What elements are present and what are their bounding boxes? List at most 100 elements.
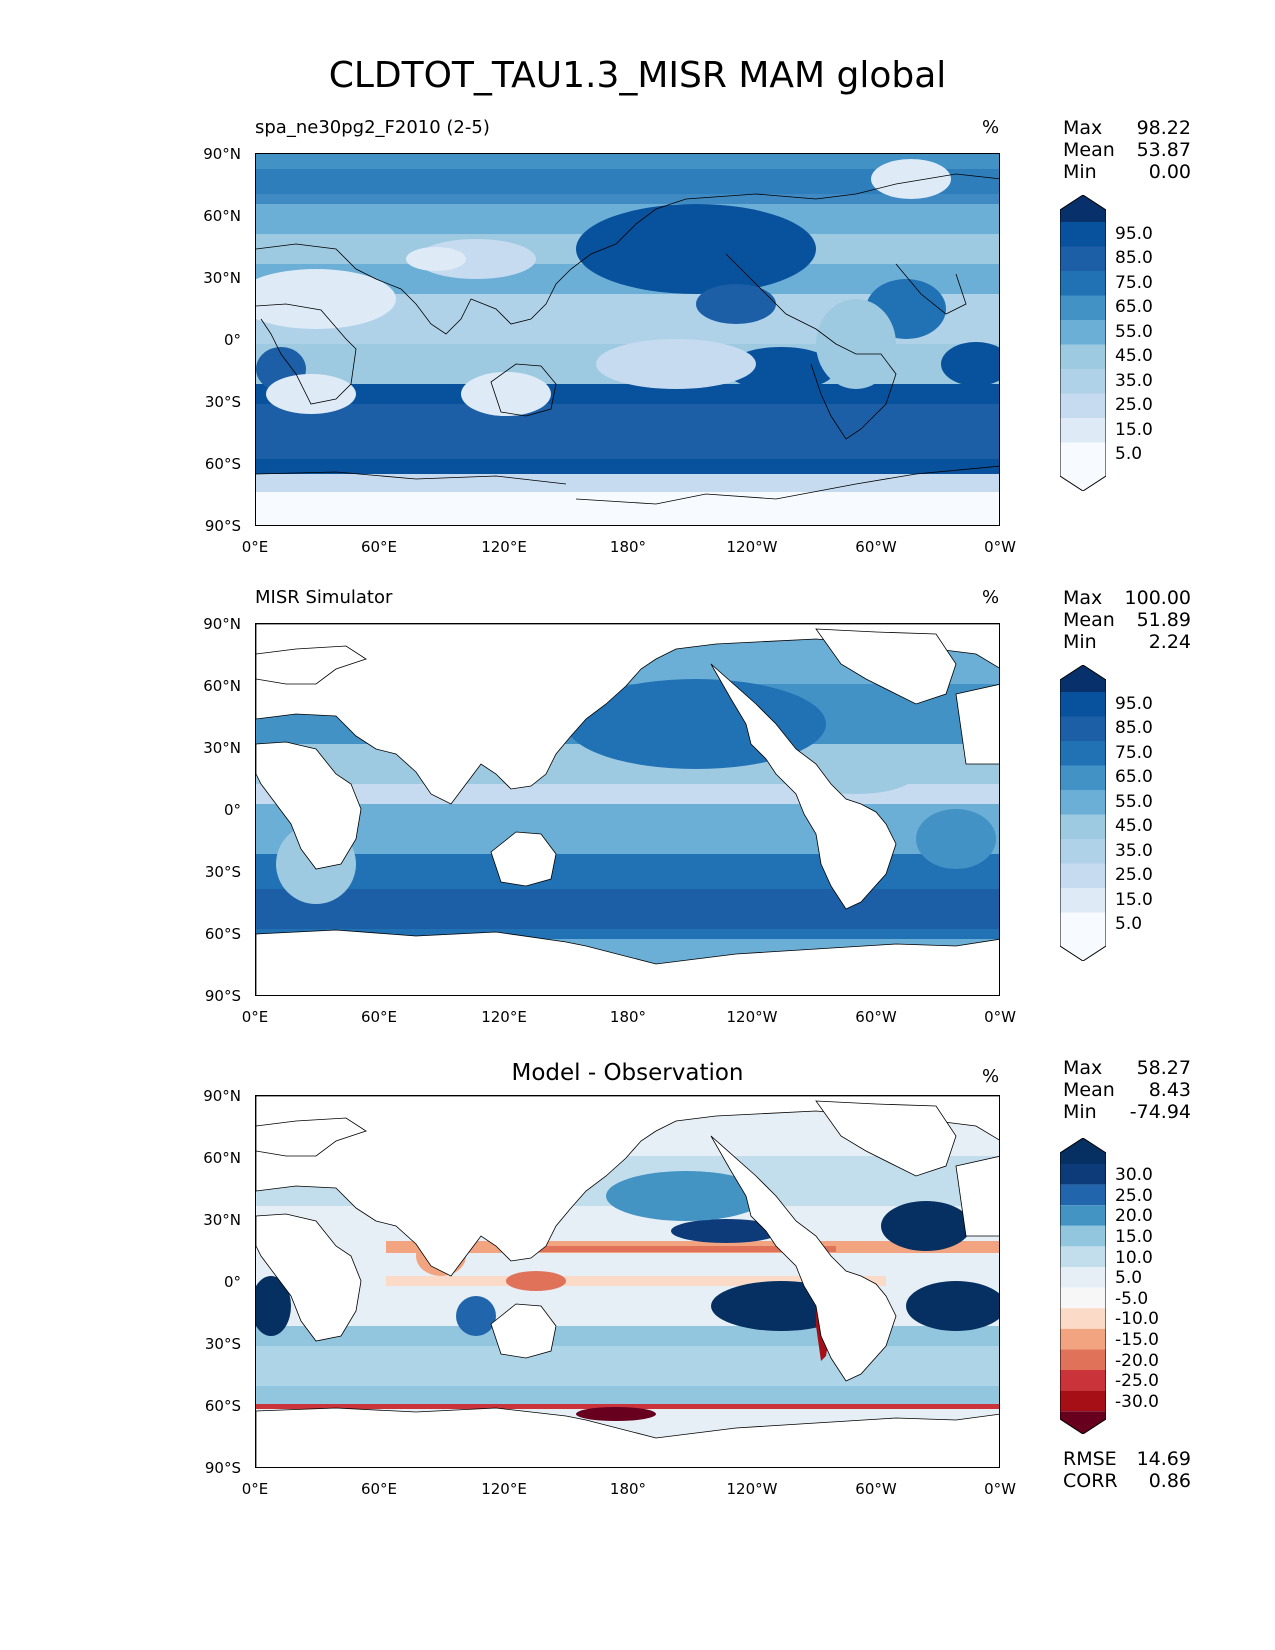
stat-label: Max <box>1063 587 1103 609</box>
lat-tick: 0° <box>223 331 241 349</box>
coastlines <box>256 173 999 505</box>
colorbar-label: 55.0 <box>1115 792 1153 812</box>
colorbar-label: 85.0 <box>1115 718 1153 738</box>
lat-tick: 30°S <box>204 393 241 411</box>
metric-value: 14.69 <box>1136 1448 1191 1470</box>
stats-block: Max 98.22 Mean 53.87 Min 0.00 <box>1063 117 1191 183</box>
colorbar-label: -5.0 <box>1115 1289 1149 1309</box>
lon-tick: 120°E <box>481 538 527 556</box>
colorbar-label: 65.0 <box>1115 297 1153 317</box>
colorbar-label: 25.0 <box>1115 1186 1153 1206</box>
difference-field-svg <box>256 1096 999 1467</box>
lon-tick: 120°E <box>481 1008 527 1026</box>
colorbar <box>1060 1138 1106 1434</box>
panel-observation: MISR Simulator % Max 100.00 Mean 51.89 Min… <box>0 470 1275 1026</box>
panel-units: % <box>982 1066 1000 1087</box>
lon-tick: 0°W <box>984 1008 1016 1026</box>
lat-tick: 60°N <box>203 1149 241 1167</box>
colorbar-label: 85.0 <box>1115 248 1153 268</box>
stat-label: Max <box>1063 1057 1103 1079</box>
stats-block: Max 58.27 Mean 8.43 Min -74.94 <box>1063 1057 1191 1123</box>
colorbar-label: 15.0 <box>1115 420 1153 440</box>
lat-tick: 0° <box>223 1273 241 1291</box>
lon-tick: 60°E <box>360 538 398 556</box>
stat-label: Max <box>1063 117 1103 139</box>
lat-tick: 90°S <box>204 987 241 1005</box>
colorbar <box>1060 195 1106 491</box>
stat-value: 0.00 <box>1148 161 1191 183</box>
colorbar-label: 10.0 <box>1115 1248 1153 1268</box>
colorbar-label: 25.0 <box>1115 395 1153 415</box>
metric-label: CORR <box>1063 1470 1118 1492</box>
stat-value: 98.22 <box>1136 117 1191 139</box>
colorbar-label: 30.0 <box>1115 1165 1153 1185</box>
land-mask <box>256 624 999 995</box>
stat-value: 58.27 <box>1136 1057 1191 1079</box>
colorbar-label: 20.0 <box>1115 1206 1153 1226</box>
lat-tick: 60°S <box>204 455 241 473</box>
panel-title: Model - Observation <box>511 1060 744 1086</box>
stat-value: 100.00 <box>1124 587 1191 609</box>
lon-tick: 60°W <box>855 1480 897 1498</box>
model-field-svg <box>256 154 999 525</box>
lon-tick: 180° <box>609 1008 647 1026</box>
panel-model: spa_ne30pg2_F2010 (2-5) % Max 98.22 Mean 5… <box>0 0 1275 556</box>
colorbar-label: -30.0 <box>1115 1392 1159 1412</box>
metric-label: RMSE <box>1063 1448 1117 1470</box>
stats-block: Max 100.00 Mean 51.89 Min 2.24 <box>1063 587 1191 653</box>
lon-tick: 0°W <box>984 538 1016 556</box>
stat-value: 2.24 <box>1148 631 1191 653</box>
colorbar-label: -15.0 <box>1115 1330 1159 1350</box>
stat-value: 8.43 <box>1148 1079 1191 1101</box>
lat-tick: 90°S <box>204 1459 241 1477</box>
lat-tick: 30°S <box>204 1335 241 1353</box>
lat-tick: 60°N <box>203 677 241 695</box>
panel-title: MISR Simulator <box>255 587 393 608</box>
colorbar <box>1060 665 1106 961</box>
lat-tick: 30°S <box>204 863 241 881</box>
colorbar-label: 65.0 <box>1115 767 1153 787</box>
lon-tick: 0°E <box>241 1008 269 1026</box>
colorbar-label: 75.0 <box>1115 273 1153 293</box>
colorbar-label: 15.0 <box>1115 890 1153 910</box>
colorbar-label: -10.0 <box>1115 1309 1159 1329</box>
lat-tick: 90°S <box>204 517 241 535</box>
colorbar-label: 25.0 <box>1115 865 1153 885</box>
stat-value: 53.87 <box>1136 139 1191 161</box>
colorbar-label: 35.0 <box>1115 841 1153 861</box>
colorbar-label: 5.0 <box>1115 444 1143 464</box>
metric-value: 0.86 <box>1148 1470 1191 1492</box>
colorbar-label: 45.0 <box>1115 816 1153 836</box>
colorbar-label: 5.0 <box>1115 914 1143 934</box>
colorbar-label: 5.0 <box>1115 1268 1143 1288</box>
lon-tick: 180° <box>609 1480 647 1498</box>
panel-title: spa_ne30pg2_F2010 (2-5) <box>255 117 490 138</box>
colorbar-label: 95.0 <box>1115 694 1153 714</box>
stat-label: Mean <box>1063 1079 1115 1101</box>
map-difference <box>255 1095 1000 1468</box>
lon-tick: 0°E <box>241 1480 269 1498</box>
colorbar-label: 95.0 <box>1115 224 1153 244</box>
panel-difference: Model - Observation % Max 58.27 Mean 8.43 … <box>0 940 1275 1500</box>
lon-tick: 60°E <box>360 1480 398 1498</box>
observation-field-svg <box>256 624 999 995</box>
map-model <box>255 153 1000 526</box>
lon-tick: 60°E <box>360 1008 398 1026</box>
lat-tick: 60°S <box>204 925 241 943</box>
stat-label: Mean <box>1063 139 1115 161</box>
panel-units: % <box>982 587 1000 608</box>
stat-label: Mean <box>1063 609 1115 631</box>
colorbar-label: 35.0 <box>1115 371 1153 391</box>
colorbar-label: -25.0 <box>1115 1371 1159 1391</box>
lat-tick: 90°N <box>203 145 241 163</box>
stat-label: Min <box>1063 631 1097 653</box>
lat-tick: 30°N <box>203 269 241 287</box>
lon-tick: 120°W <box>726 1480 778 1498</box>
land-mask <box>256 1096 999 1467</box>
lat-tick: 0° <box>223 801 241 819</box>
panel-units: % <box>982 117 1000 138</box>
lon-tick: 120°E <box>481 1480 527 1498</box>
lat-tick: 90°N <box>203 1087 241 1105</box>
lat-tick: 30°N <box>203 739 241 757</box>
lat-tick: 30°N <box>203 1211 241 1229</box>
